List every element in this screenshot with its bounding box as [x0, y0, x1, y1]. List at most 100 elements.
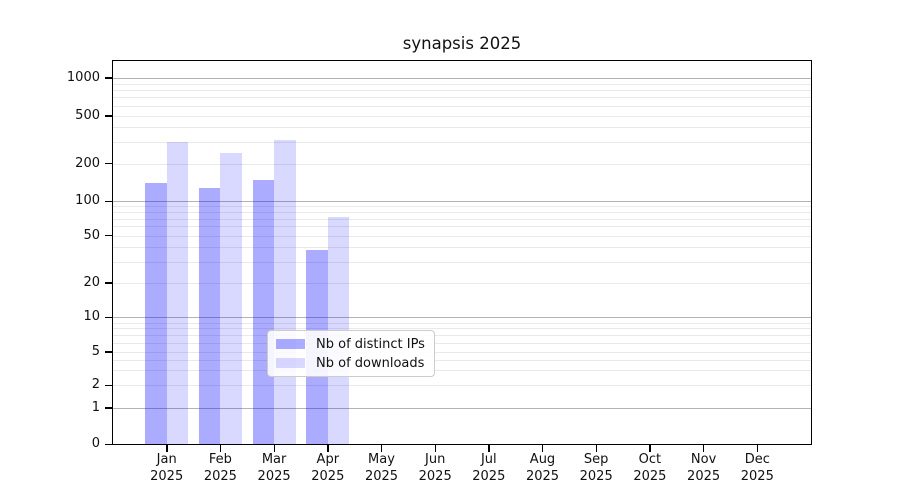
minor-gridline	[113, 163, 811, 165]
minor-gridline	[113, 83, 811, 85]
x-tick-year: 2025	[311, 468, 345, 484]
minor-gridline	[113, 261, 811, 263]
x-tick-month: Feb	[208, 452, 232, 467]
y-tick-mark	[105, 316, 112, 319]
x-tick-label: Aug 2025	[513, 452, 573, 485]
major-gridline	[113, 317, 811, 319]
x-tick-year: 2025	[633, 468, 667, 484]
y-tick-label: 50	[83, 227, 100, 243]
x-tick-month: Jun	[425, 452, 446, 467]
x-tick-mark	[327, 445, 329, 452]
y-tick-label: 2	[91, 377, 100, 392]
x-tick-year: 2025	[364, 468, 399, 484]
bar-downloads-feb	[220, 153, 242, 444]
minor-gridline	[113, 385, 811, 386]
x-tick-mark	[219, 445, 222, 452]
x-tick-month: Jan	[156, 452, 177, 467]
x-tick-month: Aug	[529, 452, 556, 467]
bar-downloads-mar	[274, 140, 296, 444]
y-tick-label: 1	[91, 399, 100, 415]
major-gridline	[113, 77, 811, 79]
minor-gridline	[113, 328, 811, 330]
x-tick-mark	[542, 445, 544, 452]
minor-gridline	[113, 142, 811, 144]
y-tick-mark	[105, 351, 112, 353]
minor-gridline	[113, 218, 811, 220]
x-tick-mark	[488, 445, 490, 452]
minor-gridline	[113, 115, 811, 117]
y-tick-label: 20	[83, 274, 100, 290]
minor-gridline	[113, 90, 811, 91]
legend-label-downloads: Nb of downloads	[316, 355, 425, 371]
plot-area	[113, 61, 811, 444]
y-tick-label: 0	[91, 436, 100, 451]
x-tick-label: Jun 2025	[405, 452, 465, 485]
legend-item-downloads: Nb of downloads	[276, 355, 425, 371]
y-tick-mark	[105, 443, 112, 445]
x-tick-month: Jul	[480, 452, 497, 467]
x-tick-year: 2025	[150, 468, 184, 484]
x-tick-month: Sep	[583, 452, 609, 467]
x-tick-year: 2025	[687, 468, 721, 484]
x-tick-mark	[273, 445, 275, 452]
x-tick-label: Mar 2025	[244, 452, 304, 485]
x-tick-month: Mar	[261, 452, 287, 467]
legend-swatch-downloads	[276, 358, 305, 368]
y-tick-label: 5	[91, 343, 100, 359]
x-tick-year: 2025	[525, 468, 560, 484]
minor-gridline	[113, 235, 811, 237]
x-tick-mark	[595, 445, 598, 452]
x-tick-month: Nov	[690, 452, 717, 467]
x-tick-label: Dec 2025	[727, 452, 787, 485]
minor-gridline	[113, 127, 811, 129]
x-tick-mark	[434, 445, 437, 452]
minor-gridline	[113, 282, 811, 284]
x-tick-month: Apr	[316, 452, 340, 467]
x-tick-label: Nov 2025	[674, 452, 734, 485]
legend-label-distinct-ips: Nb of distinct IPs	[316, 336, 425, 352]
minor-gridline	[113, 105, 811, 107]
x-tick-month: May	[368, 452, 395, 467]
y-tick-label: 100	[75, 193, 100, 208]
minor-gridline	[113, 370, 811, 372]
x-tick-year: 2025	[418, 468, 452, 484]
bar-downloads-jan	[166, 141, 189, 444]
minor-gridline	[113, 342, 811, 344]
chart-title: synapsis 2025	[402, 34, 522, 53]
y-tick-mark	[105, 235, 112, 237]
minor-gridline	[113, 212, 811, 214]
x-tick-label: Jan 2025	[137, 452, 197, 485]
y-tick-mark	[105, 200, 112, 202]
x-tick-mark	[649, 445, 651, 452]
minor-gridline	[113, 335, 811, 336]
y-tick-mark	[105, 407, 112, 409]
legend-swatch-distinct-ips	[276, 339, 305, 349]
x-tick-label: Feb 2025	[190, 452, 250, 485]
y-tick-mark	[105, 384, 112, 386]
y-tick-label: 200	[75, 155, 100, 171]
minor-gridline	[113, 359, 811, 361]
x-tick-label: May 2025	[352, 452, 412, 485]
y-tick-mark	[105, 115, 112, 117]
x-tick-month: Oct	[638, 452, 662, 467]
x-tick-mark	[166, 445, 168, 452]
y-tick-mark	[105, 77, 112, 79]
x-tick-mark	[381, 445, 383, 452]
legend: Nb of distinct IPs Nb of downloads	[267, 330, 435, 377]
y-tick-label: 10	[83, 309, 100, 325]
legend-item-distinct-ips: Nb of distinct IPs	[276, 336, 425, 352]
bar-distinct-ips-mar	[252, 180, 275, 444]
x-tick-year: 2025	[257, 468, 291, 484]
x-tick-label: Apr 2025	[298, 452, 358, 485]
x-tick-mark	[756, 445, 759, 452]
minor-gridline	[113, 206, 811, 208]
major-gridline	[113, 201, 811, 202]
y-tick-mark	[105, 163, 112, 165]
major-gridline	[113, 407, 811, 409]
minor-gridline	[113, 97, 811, 99]
x-tick-label: Jul 2025	[459, 452, 519, 485]
bar-distinct-ips-feb	[198, 187, 221, 444]
minor-gridline	[113, 351, 811, 353]
x-tick-mark	[703, 445, 705, 452]
